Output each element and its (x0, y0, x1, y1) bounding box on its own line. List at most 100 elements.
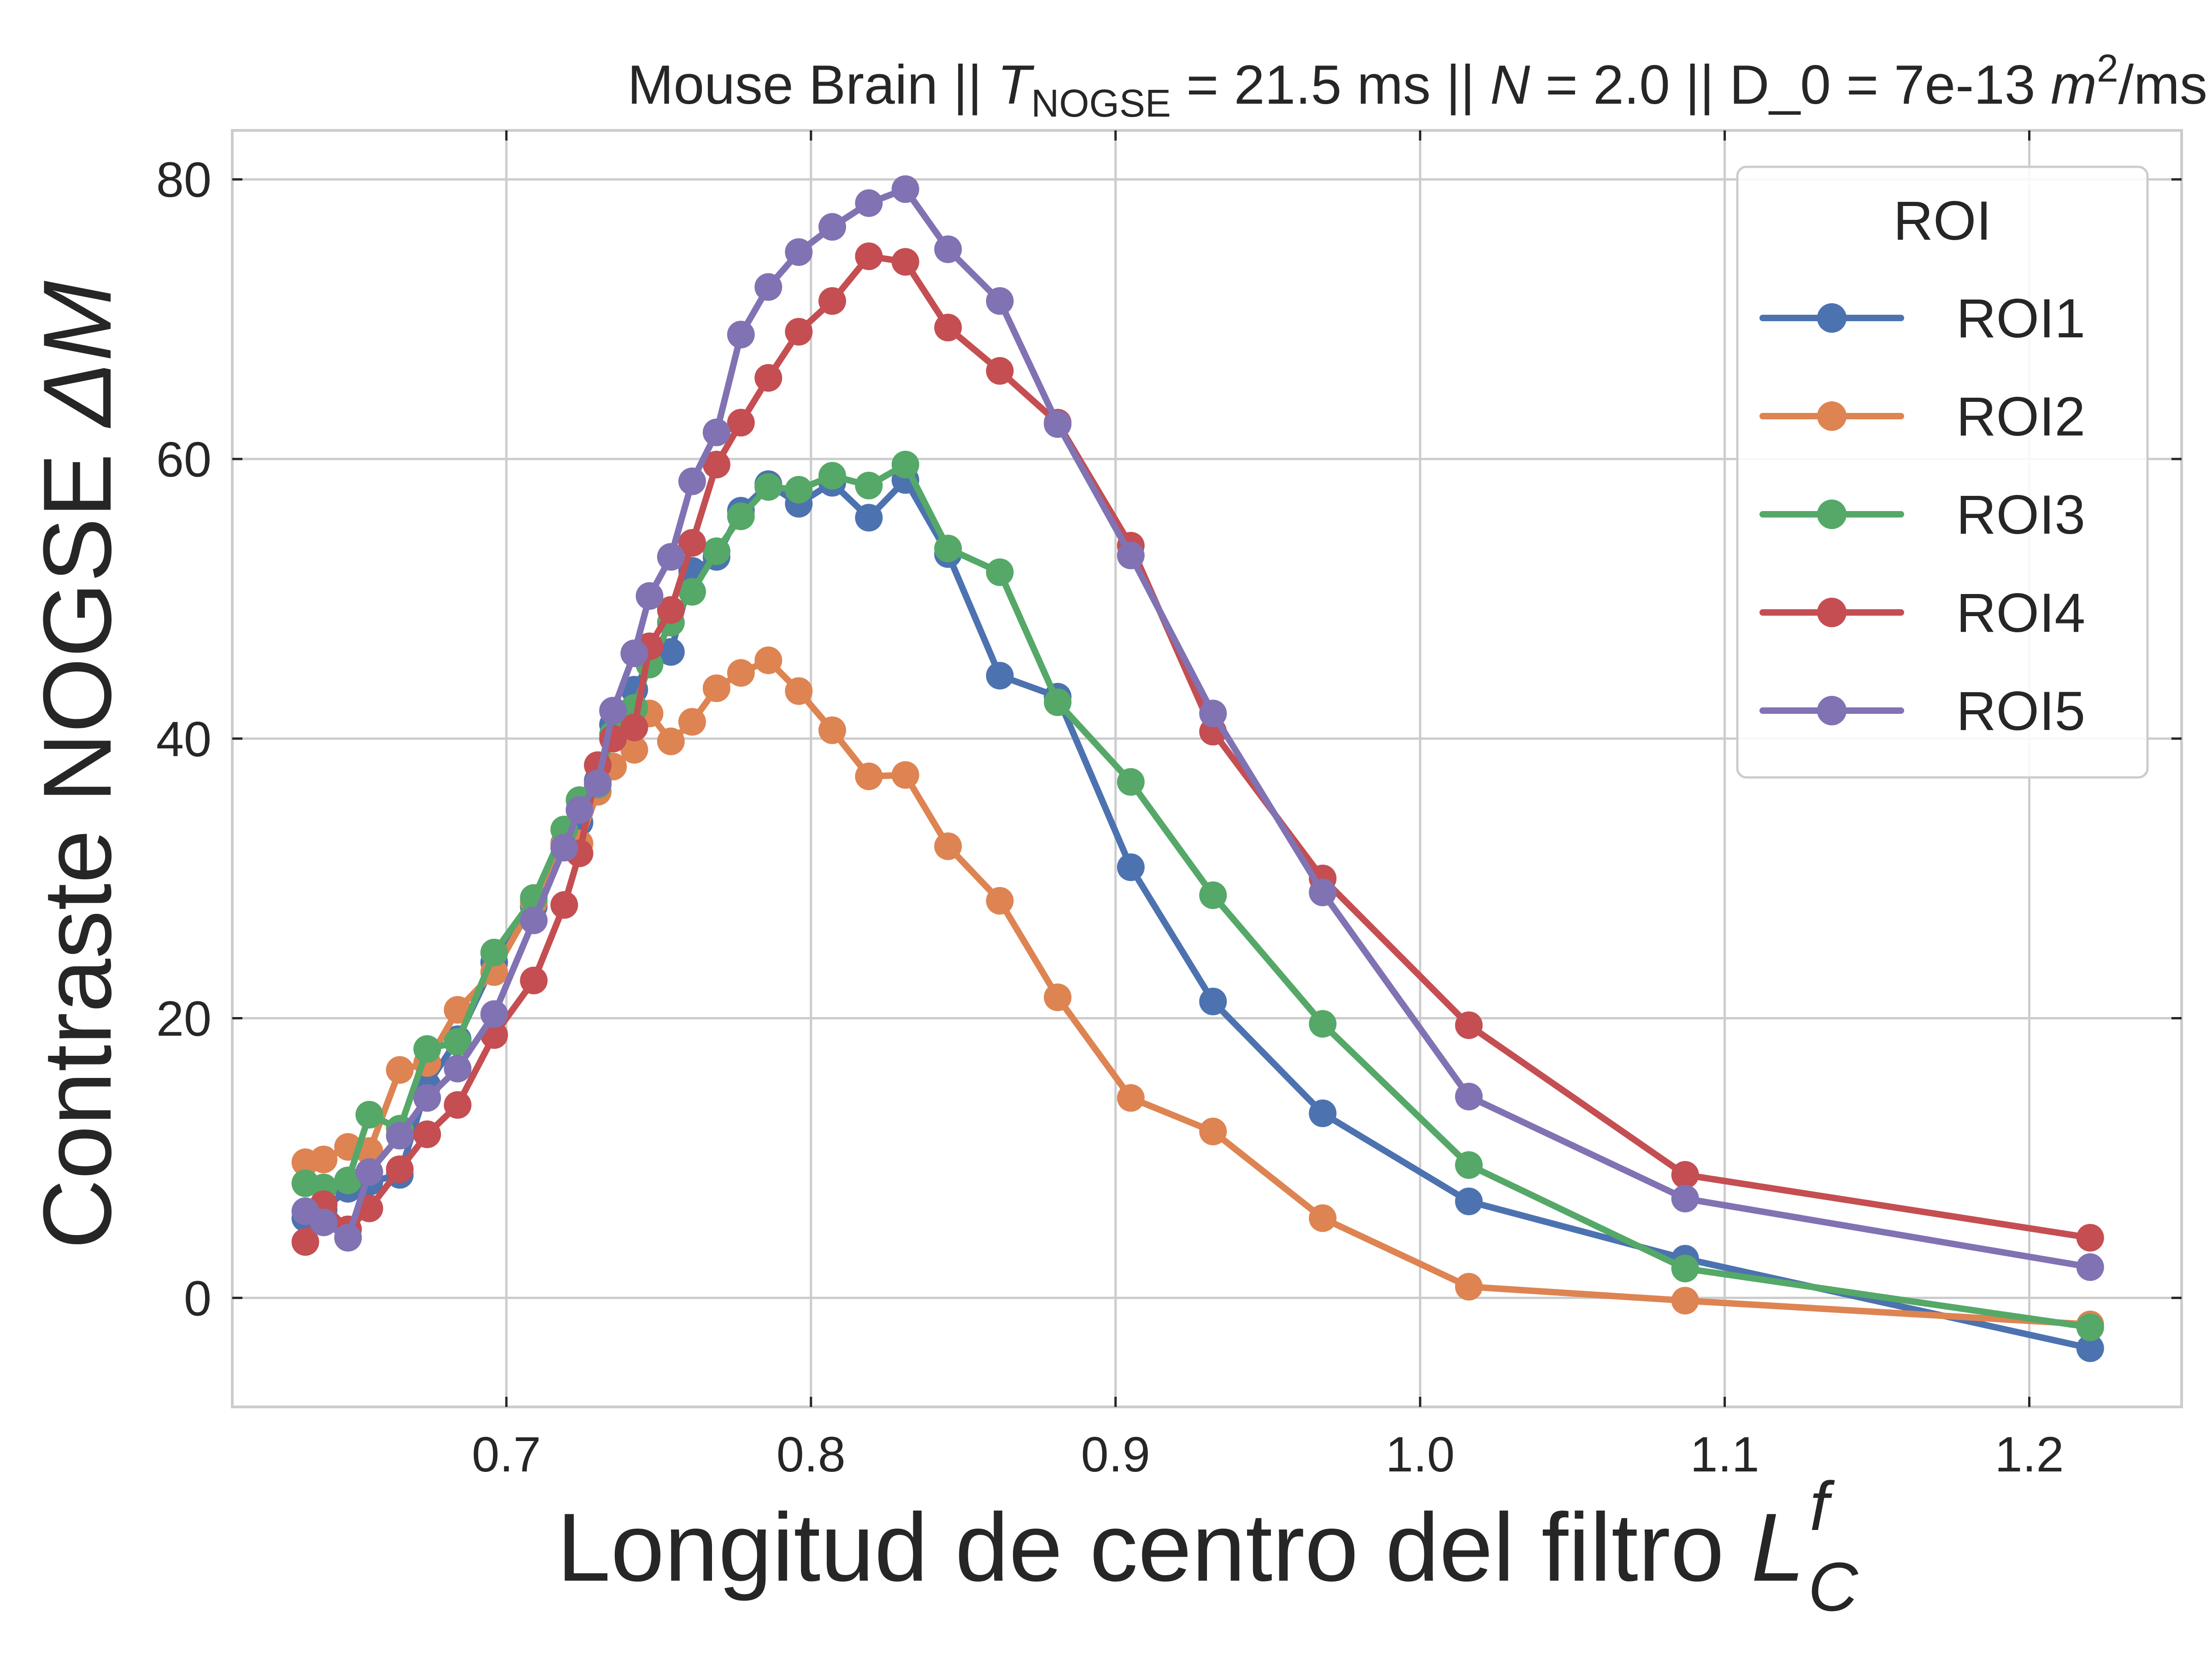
data-point-roi4 (1671, 1161, 1699, 1189)
legend-item-roi3: ROI3 (1759, 484, 2085, 546)
data-point-roi1 (657, 638, 685, 666)
data-point-roi4 (550, 891, 578, 919)
data-point-roi5 (620, 639, 648, 667)
x-tick-label: 1.0 (1386, 1426, 1455, 1482)
data-point-roi4 (891, 248, 919, 276)
data-point-roi3 (444, 1028, 472, 1056)
data-point-roi2 (891, 761, 919, 789)
data-point-roi2 (702, 674, 730, 702)
data-point-roi5 (310, 1208, 338, 1236)
data-point-roi2 (657, 727, 685, 755)
data-point-roi2 (386, 1056, 414, 1084)
chart-title: Mouse Brain || TNOGSE = 21.5 ms || N = 2… (628, 47, 2207, 125)
data-point-roi5 (355, 1158, 383, 1186)
data-point-roi2 (727, 659, 755, 687)
data-point-roi5 (444, 1054, 472, 1082)
data-point-roi3 (1671, 1254, 1699, 1282)
title-n-value: = 2.0 || D_0 = 7e-13 (1530, 54, 2051, 116)
data-point-roi4 (1455, 1011, 1483, 1039)
series-roi5 (291, 175, 2104, 1281)
legend-item-roi2: ROI2 (1759, 386, 2085, 447)
x-tick-label: 1.1 (1690, 1426, 1759, 1482)
data-point-roi3 (785, 476, 813, 504)
series-roi3 (291, 451, 2104, 1341)
legend-items: ROI1 ROI2 ROI3 ROI4 ROI5 (1759, 288, 2085, 742)
data-point-roi3 (855, 471, 883, 500)
data-point-roi1 (855, 504, 883, 532)
legend-box (1736, 165, 2149, 779)
data-point-roi4 (934, 313, 962, 341)
x-axis-label: Longitud de centro del filtro Lf C (557, 1467, 1859, 1625)
data-point-roi4 (702, 451, 730, 479)
data-point-roi3 (986, 558, 1014, 586)
data-point-roi3 (1309, 1010, 1337, 1038)
data-point-roi5 (1671, 1184, 1699, 1212)
data-point-roi1 (1309, 1099, 1337, 1127)
data-point-roi3 (413, 1035, 441, 1063)
data-point-roi4 (444, 1091, 472, 1119)
data-point-roi5 (855, 189, 883, 217)
x-axis-label-symbol: L (1751, 1493, 1805, 1601)
data-point-roi2 (855, 762, 883, 790)
data-point-roi2 (818, 716, 846, 744)
data-point-roi5 (584, 769, 612, 797)
data-point-roi5 (565, 796, 594, 824)
x-axis-label-text: Longitud de centro del filtro (557, 1493, 1751, 1601)
data-point-roi4 (785, 318, 813, 346)
legend-label: ROI4 (1956, 582, 2085, 644)
legend-label: ROI3 (1956, 484, 2085, 546)
data-point-roi5 (599, 697, 627, 725)
data-point-roi5 (934, 235, 962, 263)
legend-swatch-marker (1817, 598, 1847, 627)
data-point-roi4 (386, 1155, 414, 1183)
legend-swatch-marker (1817, 500, 1847, 529)
data-point-roi3 (355, 1100, 383, 1129)
data-point-roi2 (620, 736, 648, 764)
data-point-roi5 (550, 834, 578, 862)
data-point-roi4 (620, 713, 648, 741)
title-unit-rest: /ms (2118, 54, 2207, 116)
data-point-roi3 (818, 462, 846, 490)
data-point-roi1 (1117, 853, 1145, 881)
legend-swatch-marker (1817, 303, 1847, 333)
data-point-roi5 (727, 321, 755, 348)
title-unit-m: m (2051, 54, 2097, 116)
data-point-roi4 (818, 287, 846, 315)
data-point-roi2 (1199, 1118, 1227, 1146)
title-t-subscript: NOGSE (1031, 82, 1171, 125)
data-point-roi5 (657, 543, 685, 571)
x-tick-label: 0.7 (472, 1426, 541, 1482)
data-point-roi2 (310, 1146, 338, 1173)
y-axis-label-symbol: ΔM (23, 281, 131, 429)
data-point-roi3 (2076, 1313, 2104, 1341)
data-point-roi1 (2076, 1334, 2104, 1362)
data-point-roi5 (986, 287, 1014, 315)
data-point-roi5 (386, 1122, 414, 1150)
data-point-roi2 (678, 708, 706, 736)
legend-item-roi1: ROI1 (1759, 288, 2085, 349)
data-point-roi2 (1671, 1287, 1699, 1315)
data-point-roi1 (986, 662, 1014, 690)
legend-title: ROI (1893, 190, 1991, 252)
y-tick-label: 80 (156, 152, 212, 207)
data-point-roi4 (413, 1120, 441, 1148)
data-point-roi5 (678, 467, 706, 495)
data-point-roi3 (678, 578, 706, 606)
title-t-value: = 21.5 ms || (1171, 54, 1490, 116)
data-point-roi5 (480, 1000, 508, 1028)
series-lines (291, 175, 2104, 1362)
data-point-roi3 (702, 537, 730, 565)
data-point-roi4 (678, 529, 706, 557)
legend-swatch-marker (1817, 401, 1847, 431)
x-tick-labels: 0.7 0.8 0.9 1.0 1.1 1.2 (472, 1426, 2064, 1482)
y-tick-label: 60 (156, 431, 212, 487)
data-point-roi1 (1455, 1188, 1483, 1215)
y-tick-labels: 0 20 40 60 80 (156, 152, 212, 1326)
data-point-roi5 (520, 906, 548, 935)
data-point-roi5 (1309, 878, 1337, 906)
data-point-roi3 (754, 473, 782, 501)
x-tick-label: 1.2 (1994, 1426, 2064, 1482)
data-point-roi2 (1117, 1084, 1145, 1112)
data-point-roi5 (785, 238, 813, 266)
